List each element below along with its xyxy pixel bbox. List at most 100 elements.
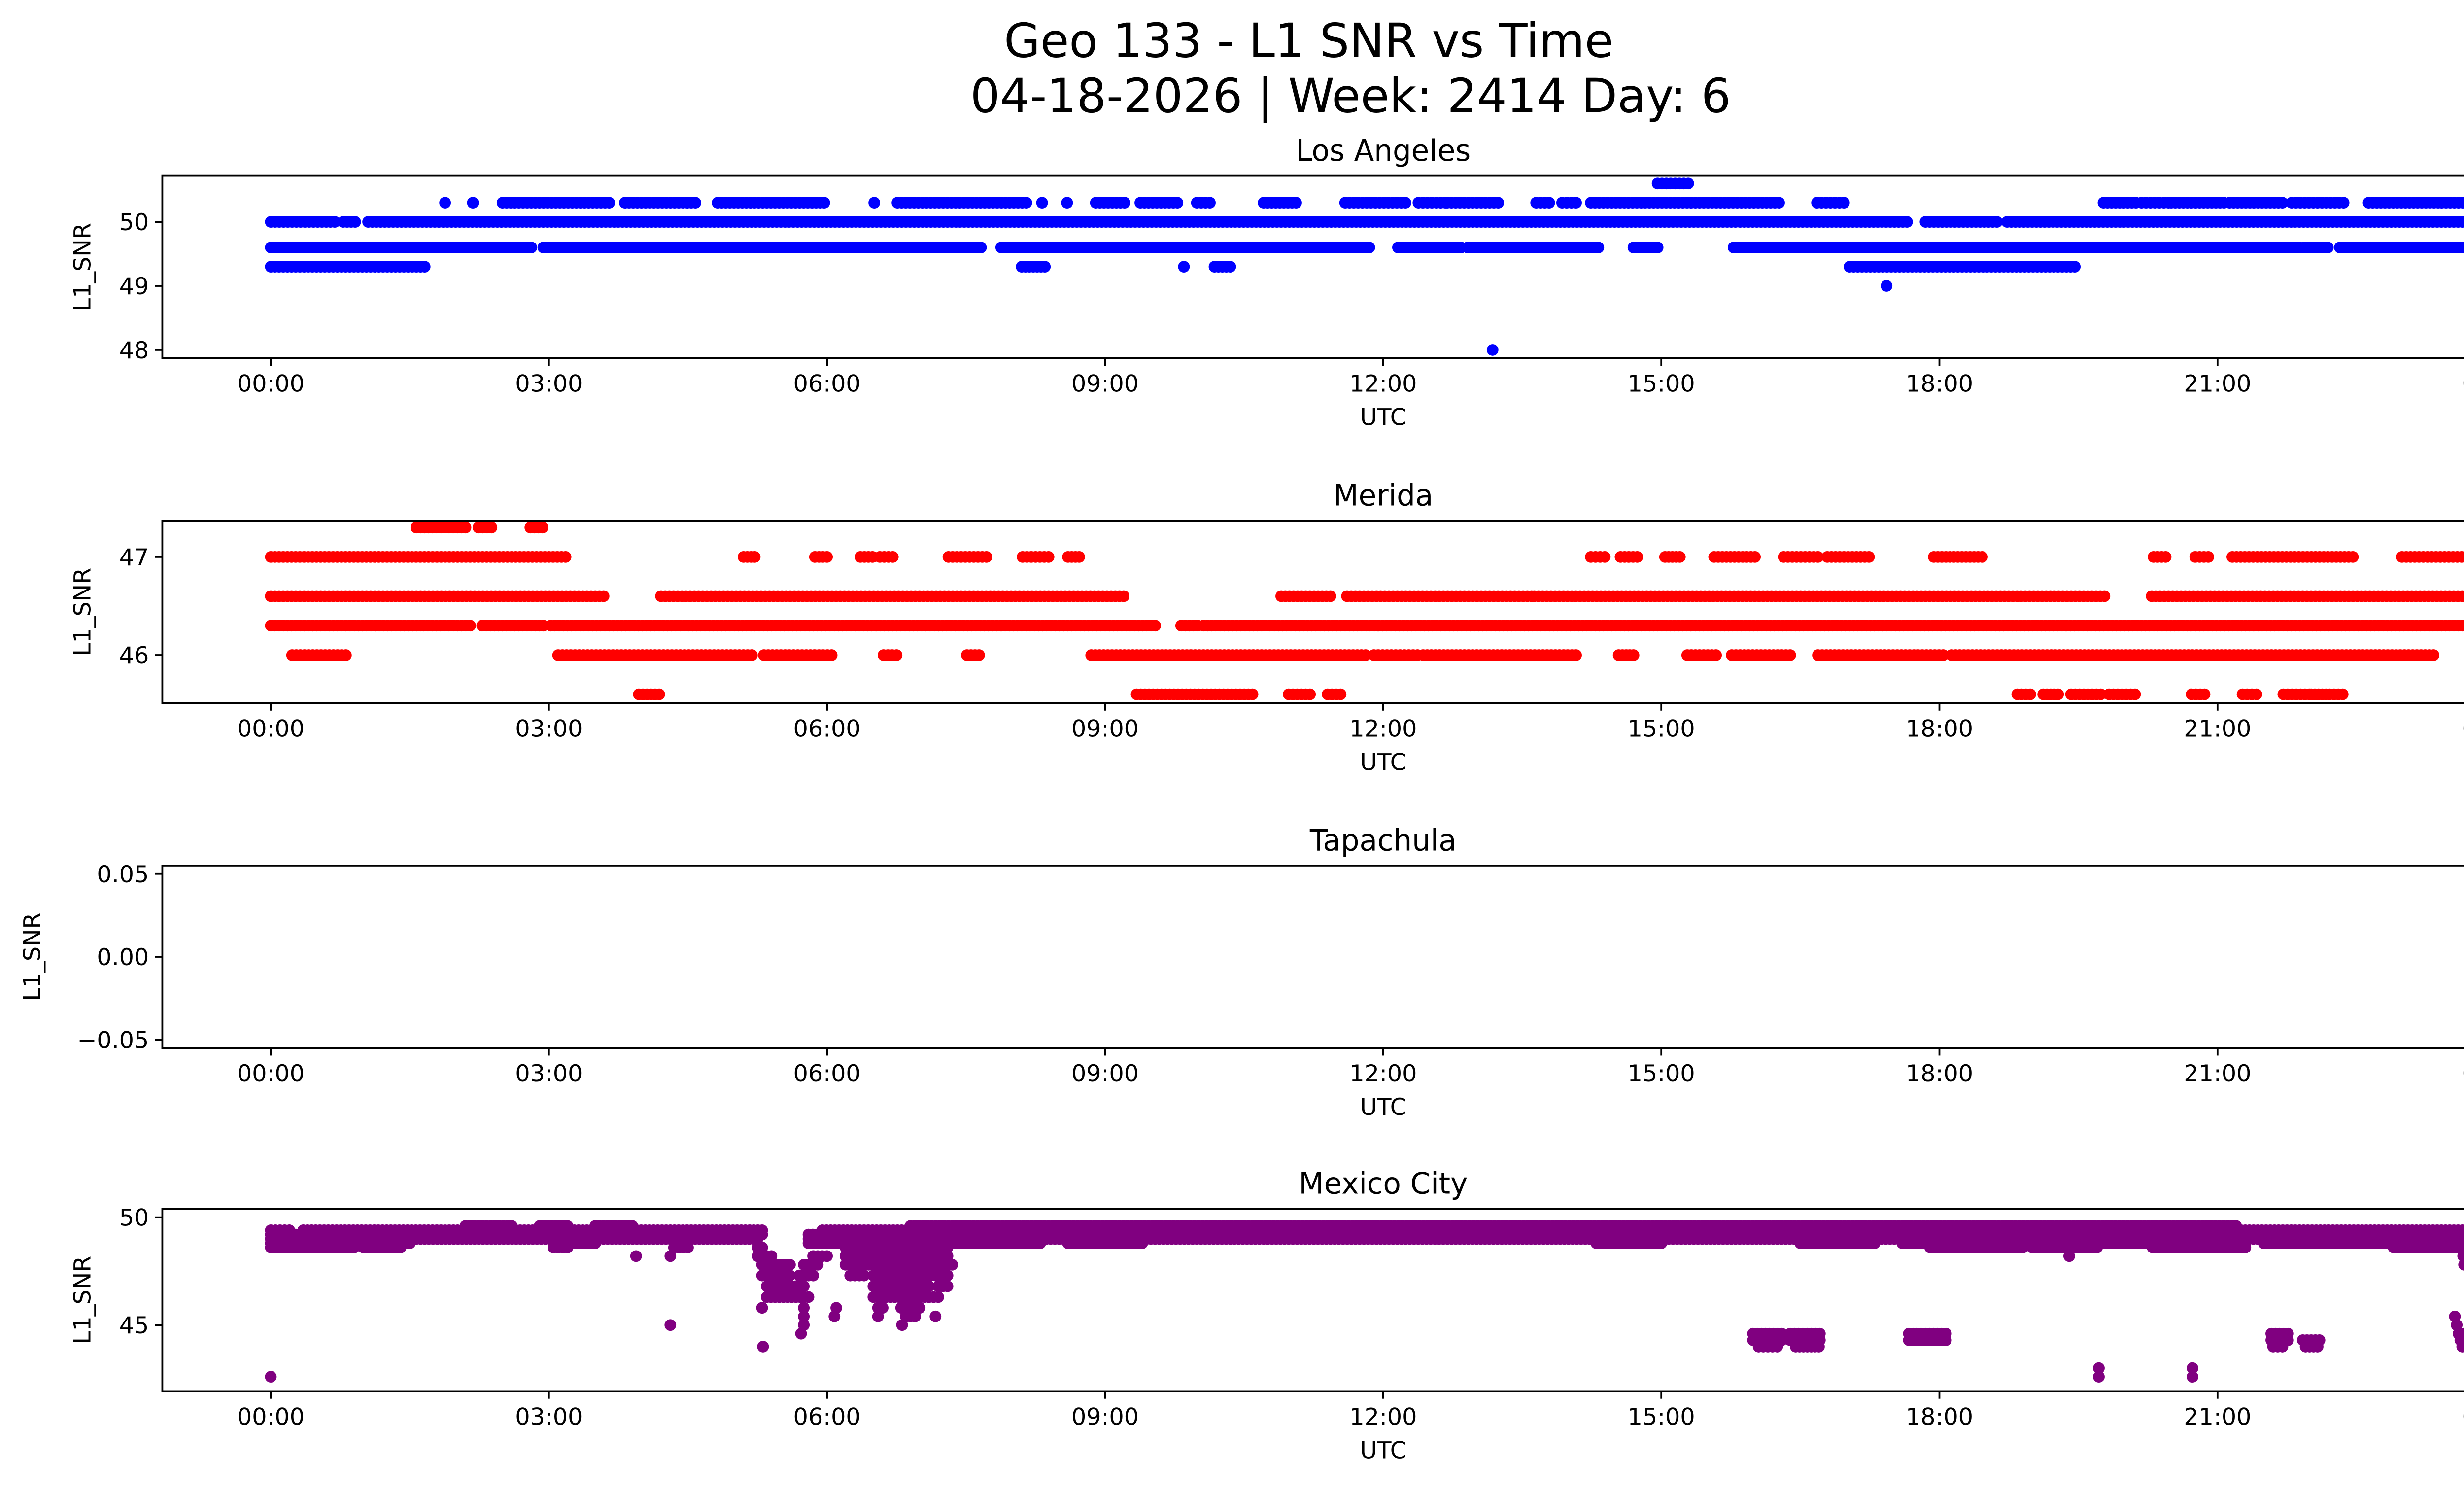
- data-point: [2069, 261, 2081, 273]
- data-point: [2428, 649, 2440, 661]
- x-tick-label: 15:00: [1628, 715, 1695, 742]
- data-point: [2347, 551, 2359, 563]
- data-point: [752, 1233, 763, 1245]
- data-point: [1204, 197, 1216, 209]
- x-tick-label: 06:00: [793, 715, 861, 742]
- data-point: [525, 242, 537, 254]
- x-axis-label: UTC: [1360, 749, 1406, 776]
- data-point: [1599, 551, 1611, 563]
- data-point: [1042, 551, 1055, 563]
- scatter-series: [265, 522, 2464, 700]
- data-point: [2198, 688, 2211, 700]
- data-point: [2461, 620, 2464, 631]
- data-point: [1838, 197, 1850, 209]
- data-point: [2322, 242, 2334, 254]
- subplot-title: Los Angeles: [1296, 134, 1471, 168]
- data-point: [1039, 261, 1051, 273]
- data-point: [1784, 649, 1796, 661]
- data-point: [1020, 197, 1032, 209]
- x-tick-label: 18:00: [1906, 1060, 1973, 1087]
- x-tick-label: 21:00: [2184, 1060, 2251, 1087]
- data-point: [2460, 216, 2464, 228]
- x-tick-label: 09:00: [1071, 715, 1139, 742]
- data-point: [536, 522, 548, 534]
- data-point: [749, 551, 761, 563]
- data-point: [1543, 197, 1555, 209]
- data-point: [2129, 688, 2141, 700]
- data-point: [459, 522, 472, 534]
- data-point: [821, 551, 833, 563]
- data-point: [1901, 216, 1913, 228]
- data-point: [1863, 551, 1875, 563]
- data-point: [887, 551, 899, 563]
- data-point: [1773, 197, 1785, 209]
- data-point: [1627, 649, 1640, 661]
- data-point: [467, 197, 479, 209]
- x-tick-label: 03:00: [515, 1060, 582, 1087]
- data-point: [2460, 551, 2464, 563]
- data-point: [349, 216, 361, 228]
- data-point: [2202, 551, 2214, 563]
- x-tick-label: 15:00: [1628, 1060, 1695, 1087]
- data-point: [1171, 197, 1184, 209]
- data-point: [1118, 590, 1130, 602]
- y-axis-label: L1_SNR: [19, 912, 46, 1001]
- data-point: [485, 522, 498, 534]
- scatter-series: [265, 1220, 2464, 1383]
- data-point: [746, 649, 758, 661]
- x-tick-label: 21:00: [2184, 715, 2251, 742]
- x-tick-label: 12:00: [1349, 715, 1417, 742]
- y-axis-label: L1_SNR: [69, 568, 96, 656]
- data-point: [1749, 551, 1761, 563]
- x-axis-label: UTC: [1360, 404, 1406, 431]
- x-tick-label: 12:00: [1349, 1060, 1417, 1087]
- x-tick-label: 00:00: [237, 371, 305, 398]
- data-point: [1335, 688, 1347, 700]
- data-point: [1976, 551, 1988, 563]
- scatter-series: [265, 177, 2464, 356]
- data-point: [825, 649, 838, 661]
- data-point: [559, 551, 572, 563]
- data-point: [1073, 551, 1085, 563]
- subplot-title: Merida: [1333, 479, 1433, 513]
- data-point: [868, 197, 880, 209]
- data-point: [1991, 216, 2003, 228]
- y-tick-label: 49: [119, 273, 149, 300]
- x-axis-label: UTC: [1360, 1094, 1406, 1121]
- subplot-title: Mexico City: [1299, 1167, 1468, 1201]
- y-tick-label: 0.05: [97, 861, 149, 888]
- y-tick-label: 0.00: [97, 944, 149, 971]
- x-tick-label: 06:00: [793, 1060, 861, 1087]
- data-point: [1149, 620, 1161, 632]
- y-tick-label: 47: [119, 544, 149, 571]
- data-point: [1119, 197, 1130, 209]
- figure-title-line2: 04-18-2026 | Week: 2414 Day: 6: [970, 70, 1731, 124]
- data-point: [418, 261, 431, 273]
- x-tick-label: 15:00: [1628, 371, 1695, 398]
- y-axis-label: L1_SNR: [69, 223, 96, 311]
- data-point: [340, 649, 352, 661]
- data-point: [1937, 649, 1949, 661]
- data-point: [2094, 688, 2107, 700]
- x-tick-label: 18:00: [1906, 715, 1973, 742]
- x-tick-label: 09:00: [1071, 1060, 1139, 1087]
- data-point: [2460, 242, 2464, 253]
- figure-title-line1: Geo 133 - L1 SNR vs Time: [1004, 14, 1613, 68]
- data-point: [1570, 197, 1582, 209]
- data-point: [2337, 197, 2350, 209]
- data-point: [1570, 649, 1582, 661]
- data-point: [1812, 551, 1824, 563]
- y-tick-label: 46: [119, 642, 149, 669]
- data-point: [2276, 197, 2289, 209]
- x-tick-label: 00:00: [237, 715, 305, 742]
- data-point: [1246, 688, 1259, 700]
- data-point: [1651, 242, 1664, 254]
- y-tick-label: 48: [119, 337, 149, 364]
- data-point: [2250, 688, 2262, 700]
- data-point: [1061, 197, 1073, 209]
